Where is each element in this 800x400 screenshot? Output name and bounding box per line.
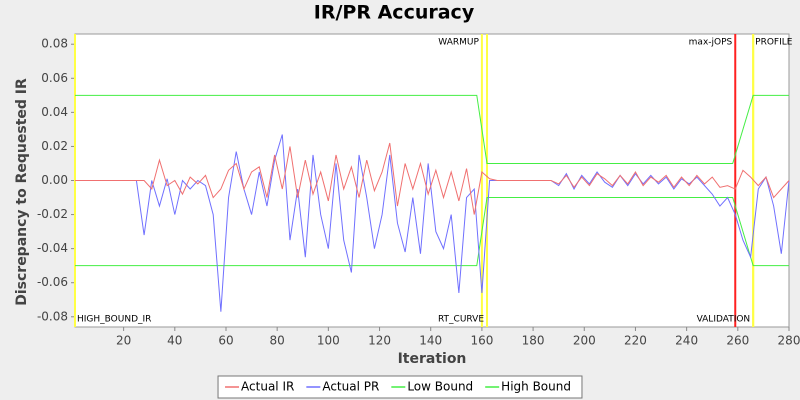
marker-label: PROFILE [755, 38, 793, 48]
marker-label: WARMUP [438, 38, 479, 48]
x-tick-label: 180 [522, 334, 545, 348]
x-tick-label: 100 [317, 334, 340, 348]
y-tick-label: 0.08 [41, 37, 68, 51]
series-line [75, 142, 790, 215]
x-tick-label: 60 [218, 334, 233, 348]
series-line [75, 134, 790, 312]
y-tick-label: 0.04 [41, 105, 68, 119]
legend-label: Actual IR [241, 380, 294, 394]
y-tick-label: -0.04 [37, 241, 68, 255]
x-tick-label: 260 [726, 334, 749, 348]
series-line [75, 94, 789, 164]
x-tick-label: 80 [270, 334, 285, 348]
x-tick-label: 120 [368, 334, 391, 348]
x-tick-label: 280 [778, 334, 800, 348]
x-axis-title: Iteration [398, 351, 467, 367]
marker-label: HIGH_BOUND_IR [77, 315, 151, 325]
legend-label: Actual PR [322, 380, 379, 394]
marker-label: VALIDATION [697, 315, 751, 325]
x-tick-label: 160 [470, 334, 493, 348]
marker-label: RT_CURVE [438, 315, 484, 325]
chart-title: IR/PR Accuracy [314, 2, 475, 24]
legend-label: High Bound [501, 380, 571, 394]
y-tick-label: -0.02 [37, 207, 68, 221]
marker-label: max-jOPS [689, 38, 733, 48]
series-line [75, 197, 789, 267]
x-tick-label: 140 [419, 334, 442, 348]
x-tick-label: 20 [116, 334, 131, 348]
y-tick-label: 0.00 [41, 173, 68, 187]
x-tick-label: 200 [573, 334, 596, 348]
y-tick-label: 0.02 [41, 139, 68, 153]
x-tick-label: 240 [675, 334, 698, 348]
y-tick-label: -0.06 [37, 275, 68, 289]
y-axis-title: Discrepancy to Requested IR [14, 78, 30, 306]
x-tick-label: 220 [624, 334, 647, 348]
y-tick-label: 0.06 [41, 71, 68, 85]
y-tick-label: -0.08 [37, 309, 68, 323]
x-tick-label: 40 [167, 334, 182, 348]
legend-label: Low Bound [407, 380, 473, 394]
